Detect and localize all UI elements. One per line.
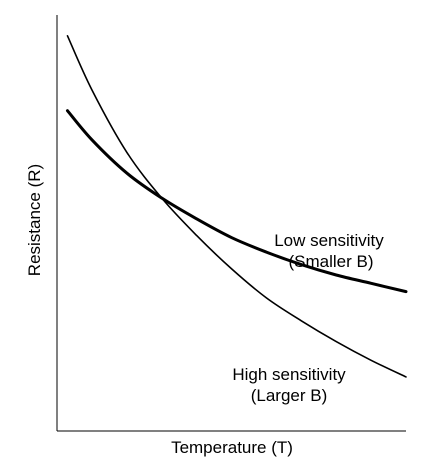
annotation-high-line-1: High sensitivity xyxy=(232,365,346,384)
series-line-low xyxy=(65,109,408,294)
axes xyxy=(56,15,406,432)
annotation-high-sensitivity: High sensitivity (Larger B) xyxy=(232,365,346,405)
y-axis-label: Resistance (R) xyxy=(25,164,44,276)
annotation-low-line-1: Low sensitivity xyxy=(274,231,384,250)
series-layer xyxy=(65,35,408,378)
series-line-high xyxy=(66,35,407,378)
annotation-low-sensitivity: Low sensitivity (Smaller B) xyxy=(274,231,384,271)
x-axis-label: Temperature (T) xyxy=(171,438,293,457)
annotation-high-line-2: (Larger B) xyxy=(251,386,328,405)
annotation-low-line-2: (Smaller B) xyxy=(288,252,373,271)
